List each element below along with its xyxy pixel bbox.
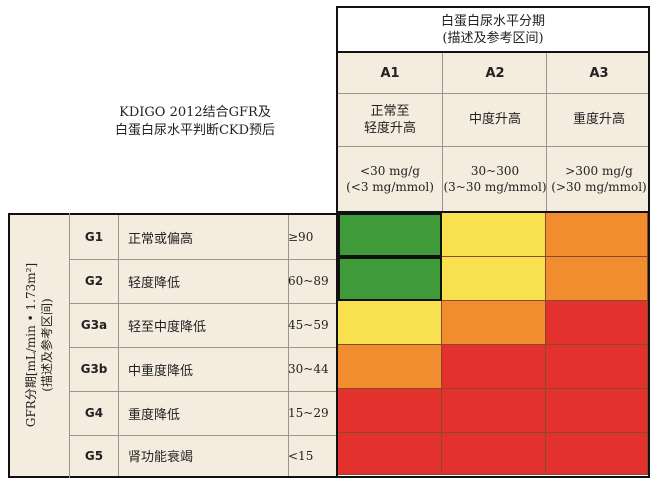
gfr-row-g3b: G3b 中重度降低 30~44 — [70, 347, 336, 392]
gfr-desc: 肾功能衰竭 — [118, 435, 289, 476]
albuminuria-title: 白蛋白尿水平分期 — [440, 13, 545, 29]
albuminuria-desc-line1: 正常至 — [370, 103, 410, 119]
gfr-desc: 轻度降低 — [118, 259, 289, 303]
risk-cell-red — [442, 389, 546, 433]
gfr-row-g3a: G3a 轻至中度降低 45~59 — [70, 303, 336, 348]
albuminuria-desc-line1: 中度升高 — [468, 112, 521, 127]
albuminuria-range: <30 mg/g (<3 mg/mmol) — [338, 146, 442, 212]
gfr-range: 15~29 — [288, 406, 329, 420]
gfr-side-text: GFR分期[mL/min • 1.73m²] (描述及参考区间) — [23, 263, 55, 427]
albuminuria-range-line1: 30~300 — [470, 164, 520, 178]
albuminuria-range-line1: >300 mg/g — [565, 164, 633, 178]
gfr-code: G4 — [70, 391, 119, 435]
gfr-code: G3a — [70, 303, 119, 347]
gfr-desc: 正常或偏高 — [118, 215, 289, 259]
albuminuria-range-line2: (>30 mg/mmol) — [551, 180, 647, 194]
albuminuria-range-line2: (<3 mg/mmol) — [346, 180, 434, 194]
albuminuria-table: A1 正常至 轻度升高 <30 mg/g (<3 mg/mmol) A2 中度升… — [336, 53, 650, 213]
risk-cell-red — [546, 433, 648, 475]
albuminuria-desc: 中度升高 — [443, 93, 547, 146]
risk-cell-red — [338, 389, 442, 433]
risk-cell-green — [338, 257, 442, 301]
gfr-side-label: GFR分期[mL/min • 1.73m²] (描述及参考区间) — [8, 213, 70, 478]
gfr-range: 60~89 — [288, 274, 329, 288]
albuminuria-range-line2: (3~30 mg/mmol) — [443, 180, 547, 194]
gfr-code: G5 — [70, 435, 119, 476]
albuminuria-col-a2: A2 中度升高 30~300 (3~30 mg/mmol) — [442, 53, 547, 211]
gfr-side-line1: GFR分期[mL/min • 1.73m²] — [24, 262, 38, 428]
albuminuria-header: 白蛋白尿水平分期 (描述及参考区间) — [336, 6, 650, 53]
gfr-range: <15 — [288, 448, 314, 463]
risk-cell-red — [442, 433, 546, 475]
albuminuria-desc-line2: 轻度升高 — [363, 120, 416, 136]
gfr-code: G2 — [70, 259, 119, 303]
risk-cell-orange — [338, 345, 442, 389]
gfr-table — [8, 213, 336, 478]
gfr-range: ≥90 — [288, 230, 314, 244]
albuminuria-code: A3 — [589, 65, 609, 81]
risk-cell-red — [546, 345, 648, 389]
risk-cell-orange — [442, 301, 546, 345]
gfr-row-g1: G1 正常或偏高 ≥90 — [70, 215, 336, 260]
gfr-side-line2: (描述及参考区间) — [40, 298, 54, 392]
albuminuria-subtitle: (描述及参考区间) — [442, 30, 544, 46]
albuminuria-range: 30~300 (3~30 mg/mmol) — [443, 146, 547, 212]
risk-cell-yellow — [338, 301, 442, 345]
intro-line-1: KDIGO 2012结合GFR及 — [119, 105, 271, 120]
risk-cell-green — [338, 213, 442, 257]
gfr-desc: 轻至中度降低 — [118, 303, 289, 347]
risk-cell-red — [546, 389, 648, 433]
gfr-code: G3b — [70, 347, 119, 391]
risk-cell-red — [338, 433, 442, 475]
albuminuria-desc: 正常至 轻度升高 — [338, 93, 442, 146]
risk-cell-orange — [546, 213, 648, 257]
risk-cell-yellow — [442, 213, 546, 257]
albuminuria-range: >300 mg/g (>30 mg/mmol) — [547, 146, 651, 212]
gfr-range: 30~44 — [288, 362, 329, 376]
risk-cell-red — [546, 301, 648, 345]
gfr-row-g4: G4 重度降低 15~29 — [70, 391, 336, 436]
albuminuria-code: A1 — [380, 65, 400, 81]
albuminuria-col-a3: A3 重度升高 >300 mg/g (>30 mg/mmol) — [546, 53, 651, 211]
chart-intro-title: KDIGO 2012结合GFR及 白蛋白尿水平判断CKD预后 — [70, 102, 320, 142]
risk-cell-yellow — [442, 257, 546, 301]
risk-cell-red — [442, 345, 546, 389]
albuminuria-range-line1: <30 mg/g — [360, 164, 420, 178]
gfr-desc: 中重度降低 — [118, 347, 289, 391]
albuminuria-desc-line1: 重度升高 — [572, 112, 625, 127]
albuminuria-code: A2 — [485, 65, 505, 81]
intro-line-2: 白蛋白尿水平判断CKD预后 — [114, 123, 276, 138]
gfr-code: G1 — [70, 215, 119, 259]
risk-heatmap — [336, 213, 650, 478]
gfr-range: 45~59 — [288, 318, 329, 332]
albuminuria-col-a1: A1 正常至 轻度升高 <30 mg/g (<3 mg/mmol) — [338, 53, 442, 211]
risk-cell-orange — [546, 257, 648, 301]
gfr-row-g2: G2 轻度降低 60~89 — [70, 259, 336, 304]
gfr-row-g5: G5 肾功能衰竭 <15 — [70, 435, 336, 476]
albuminuria-desc: 重度升高 — [547, 93, 651, 146]
gfr-desc: 重度降低 — [118, 391, 289, 435]
